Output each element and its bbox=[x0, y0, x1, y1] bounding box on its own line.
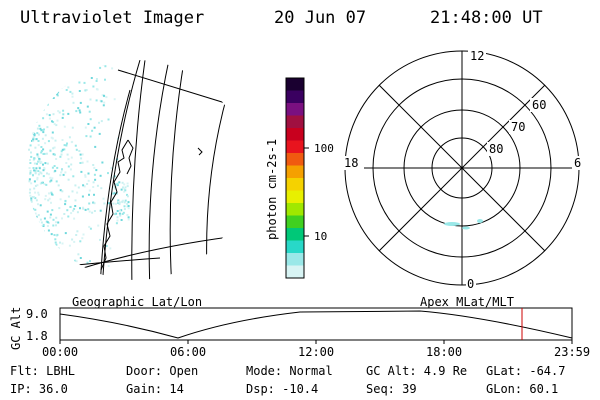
mlt-label-6: 6 bbox=[574, 156, 581, 170]
colorbar-cell bbox=[286, 215, 304, 229]
filter-info: Flt: LBHL bbox=[10, 364, 76, 378]
colorbar-cell bbox=[286, 253, 304, 266]
colorbar-label: photon cm-2s-1 bbox=[265, 139, 279, 240]
colorbar-cell bbox=[286, 165, 304, 179]
time-tick-4: 23:59 bbox=[554, 345, 591, 359]
colorbar-cell bbox=[286, 103, 304, 116]
polar-map-label: Apex MLat/MLT bbox=[420, 295, 514, 309]
colorbar-cell bbox=[286, 115, 304, 129]
colorbar-cell bbox=[286, 78, 304, 91]
dsp-info: Dsp: -10.4 bbox=[246, 382, 319, 396]
colorbar-cell bbox=[286, 265, 304, 279]
time-tick-1: 06:00 bbox=[170, 345, 207, 359]
altitude-ytick-1.8: 1.8 bbox=[26, 329, 48, 343]
colorbar-cell bbox=[286, 240, 304, 254]
ip-info: IP: 36.0 bbox=[10, 382, 68, 396]
gain-info: Gain: 14 bbox=[126, 382, 184, 396]
mode-info: Mode: Normal bbox=[246, 364, 333, 378]
mlt-label-12: 12 bbox=[470, 49, 484, 63]
colorbar-cell bbox=[286, 228, 304, 241]
time-tick-0: 00:00 bbox=[42, 345, 79, 359]
time-tick-3: 18:00 bbox=[426, 345, 463, 359]
colorbar-tick-100: 100 bbox=[314, 142, 334, 155]
colorbar-cell bbox=[286, 203, 304, 216]
time-label: 21:48:00 UT bbox=[430, 8, 543, 28]
lat-label-70: 70 bbox=[511, 120, 525, 134]
geo-map-label: Geographic Lat/Lon bbox=[72, 295, 203, 309]
mlt-label-0: 0 bbox=[467, 277, 474, 291]
instrument-title: Ultraviolet Imager bbox=[20, 8, 205, 28]
gc-alt-info: GC Alt: 4.9 Re bbox=[366, 364, 468, 378]
colorbar-cell bbox=[286, 153, 304, 166]
colorbar-tick-10: 10 bbox=[314, 230, 327, 243]
altitude-curve bbox=[59, 310, 573, 339]
time-tick-2: 12:00 bbox=[298, 345, 335, 359]
geo-coastline bbox=[100, 139, 203, 271]
door-info: Door: Open bbox=[126, 364, 199, 378]
lat-label-80: 80 bbox=[489, 142, 503, 156]
colorbar-cell bbox=[286, 128, 304, 141]
colorbar-cell bbox=[286, 178, 304, 191]
seq-info: Seq: 39 bbox=[366, 382, 417, 396]
altitude-ylabel: GC Alt bbox=[9, 307, 23, 350]
lat-label-60: 60 bbox=[532, 98, 546, 112]
glat-info: GLat: -64.7 bbox=[486, 364, 566, 378]
colorbar-cell bbox=[286, 190, 304, 204]
mlt-label-18: 18 bbox=[344, 156, 358, 170]
date-label: 20 Jun 07 bbox=[274, 8, 367, 28]
polar-aurora-speckle bbox=[444, 219, 483, 230]
altitude-ytick-9: 9.0 bbox=[26, 307, 48, 321]
colorbar-cell bbox=[286, 90, 304, 104]
colorbar-cell bbox=[286, 140, 304, 154]
glon-info: GLon: 60.1 bbox=[486, 382, 559, 396]
